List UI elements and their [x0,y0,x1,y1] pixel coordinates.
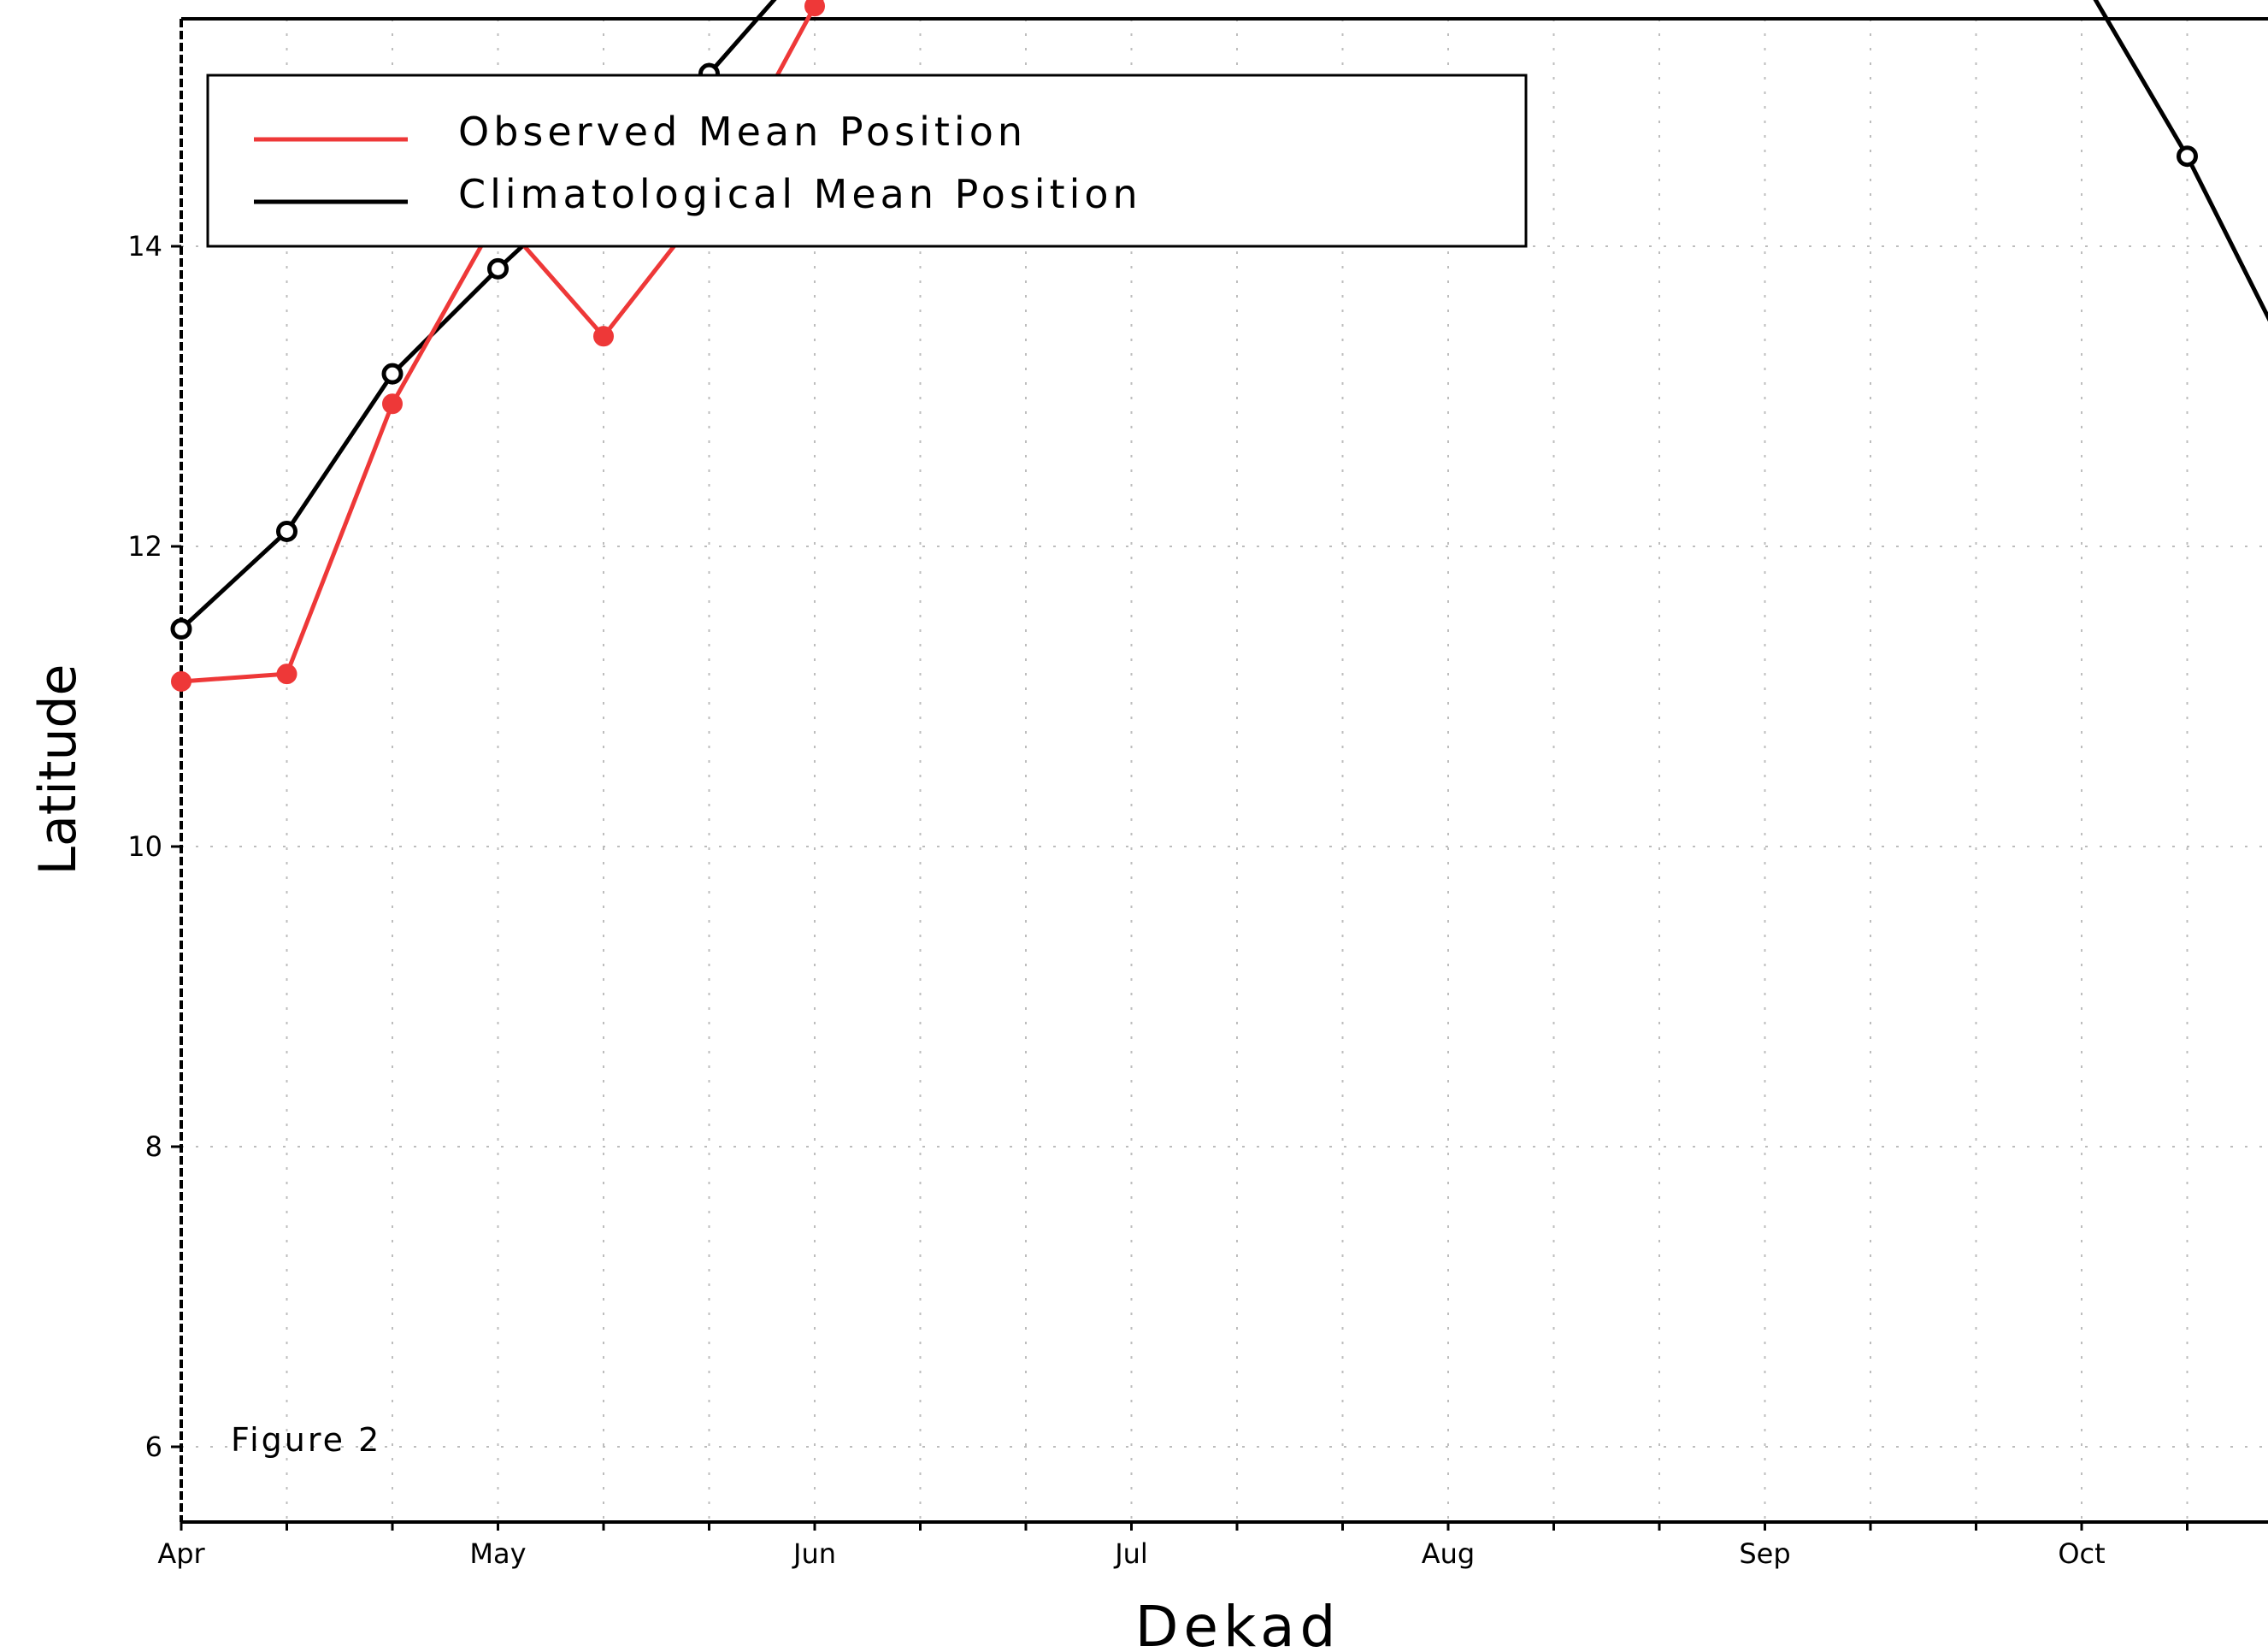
y-tick-label: 14 [127,230,162,263]
x-axis-title: Dekad [1135,1594,1341,1652]
legend-box [206,74,1528,248]
data-point [276,520,297,542]
data-point [381,363,404,385]
x-tick-label: Apr [157,1537,205,1570]
y-tick-label: 10 [127,830,162,863]
x-tick-label: May [469,1537,526,1570]
data-point [2177,145,2198,168]
axes [180,17,2268,1524]
x-tick-label: Jul [1113,1537,1148,1570]
y-ticks: 681012141618202224 [127,230,181,1463]
data-point [804,0,825,17]
x-ticks: Apr May Jun Jul Aug Sep Oct [157,1522,2188,1570]
x-tick-label: Sep [1739,1537,1790,1570]
figure-annotation: Figure 2 [231,1421,381,1459]
x-tick-label: Jun [792,1537,836,1570]
data-point [593,326,614,347]
y-tick-label: 12 [127,530,162,563]
x-tick-label: Oct [2058,1537,2105,1570]
y-tick-label: 8 [145,1130,162,1163]
x-tick-label: Aug [1422,1537,1475,1570]
data-point [276,664,297,685]
data-point [382,393,403,415]
y-tick-label: 6 [145,1431,162,1463]
data-point [171,670,191,692]
data-point [170,618,192,640]
y-axis-title: Latitude [28,664,88,876]
legend-label-climatological: Climatological Mean Position [458,171,1142,217]
legend: Observed Mean Position Climatological Me… [206,74,1528,248]
legend-label-observed: Observed Mean Position [458,109,1027,155]
data-point [487,257,509,280]
